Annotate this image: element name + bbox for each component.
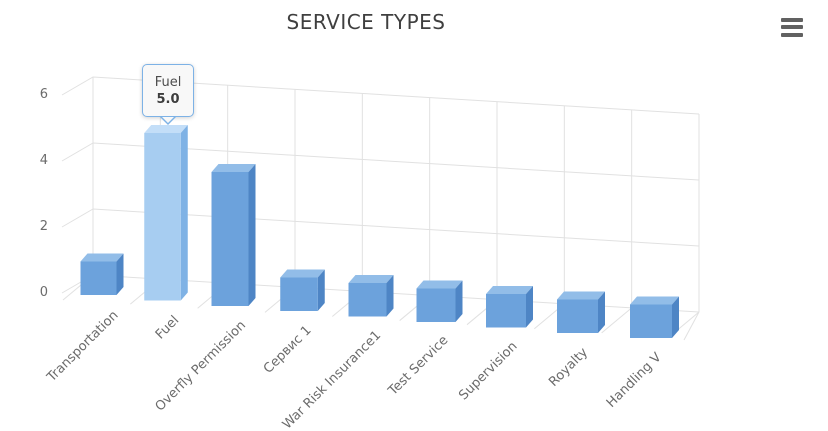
y-axis-label: 6 — [39, 87, 48, 102]
y-axis-label: 4 — [39, 153, 48, 168]
tooltip-category: Fuel — [154, 75, 182, 90]
bar-сервис-1[interactable] — [280, 269, 325, 312]
bar-overfly-permission[interactable] — [211, 164, 256, 306]
chart-title: SERVICE TYPES — [286, 10, 446, 34]
hamburger-icon — [781, 17, 803, 22]
bar-test-service[interactable] — [416, 280, 463, 323]
bar-royalty[interactable] — [557, 291, 605, 334]
tooltip: Fuel 5.0 — [142, 64, 194, 117]
bar-handling-v[interactable] — [630, 296, 679, 339]
bar-war-risk-insurance1[interactable] — [348, 275, 394, 317]
chart-menu-button[interactable] — [780, 16, 804, 42]
hamburger-icon — [781, 32, 803, 37]
bar-fuel[interactable] — [144, 125, 188, 301]
bar-transportation[interactable] — [80, 253, 124, 296]
y-axis-label: 2 — [39, 219, 48, 234]
tooltip-value: 5.0 — [156, 92, 180, 107]
bar-supervision[interactable] — [486, 286, 533, 328]
y-axis-label: 0 — [39, 285, 48, 300]
hamburger-icon — [781, 25, 803, 30]
